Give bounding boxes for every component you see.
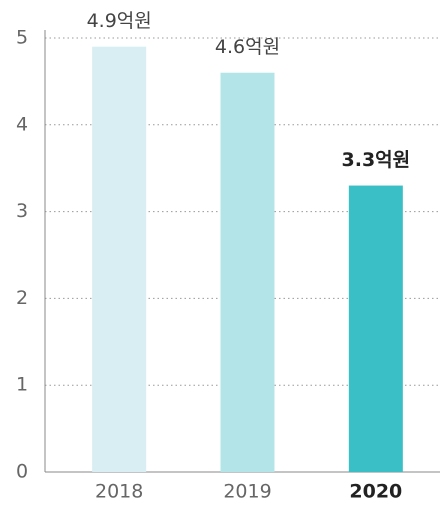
value-label: 4.6억원 [215,36,280,58]
y-tick-label: 1 [16,374,28,396]
y-tick-label: 4 [16,113,28,135]
y-tick-label: 2 [16,287,28,309]
bar [92,46,147,473]
y-tick-label: 5 [16,27,28,49]
value-label: 4.9억원 [87,10,152,32]
x-tick-label: 2018 [95,481,143,503]
y-tick-label: 0 [16,461,28,483]
y-tick-label: 3 [16,200,28,222]
bar [348,185,403,472]
value-label: 3.3억원 [342,149,411,171]
x-tick-label: 2020 [349,481,402,503]
bar [220,72,275,472]
x-tick-label: 2019 [223,481,271,503]
